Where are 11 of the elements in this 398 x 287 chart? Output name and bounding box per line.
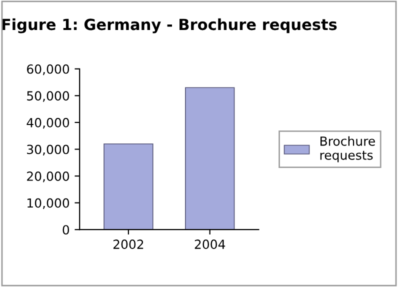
y-tick-label: 50,000 — [27, 91, 70, 102]
y-tick-label: 30,000 — [27, 144, 70, 156]
y-tick-label: 0 — [62, 225, 70, 235]
x-tick-label: 2002 — [113, 240, 144, 249]
y-tick-label: 10,000 — [28, 198, 70, 210]
y-tick-label: 20,000 — [27, 172, 70, 182]
chart-title: Figure 1: Germany - Brochure requests — [2, 18, 337, 34]
legend-label: Brochure requests — [320, 136, 375, 162]
y-tick-label: 40,000 — [26, 118, 70, 129]
x-tick-label: 2004 — [194, 240, 226, 249]
y-tick-label: 60,000 — [27, 64, 70, 76]
